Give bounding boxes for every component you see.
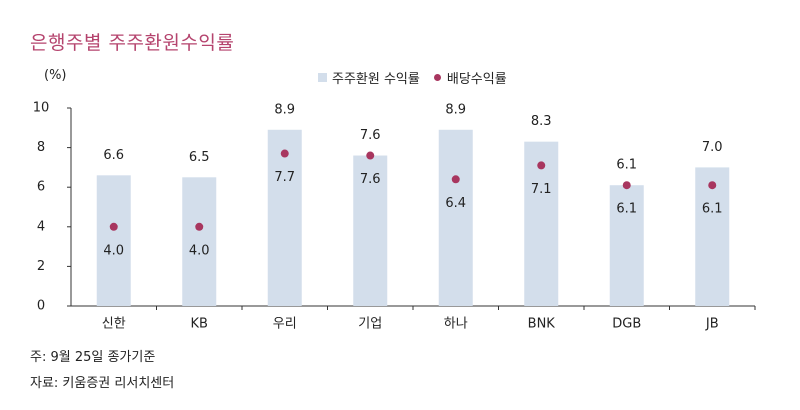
dividend-dot-4 bbox=[366, 151, 375, 160]
footnote: 주: 9월 25일 종가기준 bbox=[30, 350, 156, 365]
bar-value-label: 7.6 bbox=[360, 128, 381, 143]
bar-4 bbox=[353, 155, 388, 306]
y-axis-unit-label: (%) bbox=[44, 68, 67, 83]
dividend-dot-1 bbox=[109, 222, 118, 231]
x-category-label: JB bbox=[705, 317, 719, 332]
legend-dot-swatch bbox=[433, 74, 441, 81]
dividend-dot-6 bbox=[537, 161, 546, 170]
x-category-label: 하나 bbox=[444, 317, 468, 332]
bar-value-label: 7.0 bbox=[702, 140, 723, 155]
bar-8 bbox=[695, 167, 730, 306]
dot-value-label: 4.0 bbox=[103, 243, 124, 258]
bar-2 bbox=[182, 177, 217, 306]
chart-title: 은행주별 주주환원수익률 bbox=[30, 32, 235, 54]
dividend-dot-5 bbox=[451, 175, 460, 184]
dividend-dot-7 bbox=[622, 181, 631, 190]
y-tick-label: 8 bbox=[37, 140, 45, 155]
bar-value-label: 6.5 bbox=[189, 150, 210, 165]
y-tick-label: 6 bbox=[37, 180, 45, 195]
dividend-dot-8 bbox=[708, 181, 717, 190]
y-tick-label: 0 bbox=[37, 299, 45, 314]
dividend-dot-3 bbox=[280, 149, 289, 158]
bar-1 bbox=[96, 175, 131, 306]
bar-value-label: 6.6 bbox=[103, 148, 124, 163]
legend-dot-label: 배당수익률 bbox=[446, 72, 507, 87]
x-category-label: KB bbox=[191, 317, 208, 332]
dot-value-label: 6.1 bbox=[616, 202, 637, 217]
x-category-label: DGB bbox=[612, 317, 641, 332]
bar-value-label: 6.1 bbox=[616, 158, 637, 173]
bar-value-label: 8.9 bbox=[445, 102, 466, 117]
legend-item-dot: 배당수익률 bbox=[433, 68, 507, 87]
bar-3 bbox=[267, 129, 302, 306]
legend-bar-swatch bbox=[318, 73, 327, 82]
x-category-label: 우리 bbox=[273, 317, 297, 332]
dot-value-label: 6.4 bbox=[445, 196, 466, 211]
bar-value-label: 8.3 bbox=[531, 114, 552, 129]
y-tick-label: 4 bbox=[37, 219, 45, 234]
legend: 주주환원 수익률 배당수익률 bbox=[318, 68, 521, 87]
legend-item-bar: 주주환원 수익률 bbox=[318, 68, 420, 87]
bar-7 bbox=[609, 185, 644, 306]
x-category-label: 신한 bbox=[102, 317, 126, 332]
legend-bar-label: 주주환원 수익률 bbox=[332, 72, 420, 87]
dividend-dot-2 bbox=[195, 222, 204, 231]
y-tick-label: 10 bbox=[33, 101, 50, 116]
x-category-label: BNK bbox=[528, 317, 556, 332]
dot-value-label: 7.7 bbox=[274, 170, 295, 185]
dot-value-label: 4.0 bbox=[189, 243, 210, 258]
source-note: 자료: 키움증권 리서치센터 bbox=[30, 376, 175, 391]
bar-value-label: 8.9 bbox=[274, 102, 295, 117]
bar-5 bbox=[438, 129, 473, 306]
dot-value-label: 7.6 bbox=[360, 172, 381, 187]
dot-value-label: 7.1 bbox=[531, 182, 552, 197]
x-category-label: 기업 bbox=[358, 317, 382, 332]
dot-value-label: 6.1 bbox=[702, 202, 723, 217]
y-tick-label: 2 bbox=[37, 259, 45, 274]
